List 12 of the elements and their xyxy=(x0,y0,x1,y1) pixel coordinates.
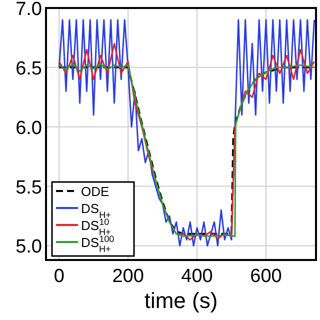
x-tick-label: 200 xyxy=(112,266,144,287)
y-tick-label: 6.5 xyxy=(16,58,42,80)
x-tick-label: 400 xyxy=(181,266,213,287)
y-tick-label: 5.5 xyxy=(16,177,42,198)
y-tick-label: 7.0 xyxy=(16,0,42,20)
legend-label: ODE xyxy=(81,184,110,199)
x-tick-label: 600 xyxy=(250,266,282,287)
y-tick-label: 5.0 xyxy=(16,236,42,258)
x-tick-label: 0 xyxy=(54,266,64,287)
legend-label: DS$_{H+}$ xyxy=(81,201,111,220)
y-tick-label: 6.0 xyxy=(16,118,42,139)
x-axis-title: time (s) xyxy=(144,288,218,313)
